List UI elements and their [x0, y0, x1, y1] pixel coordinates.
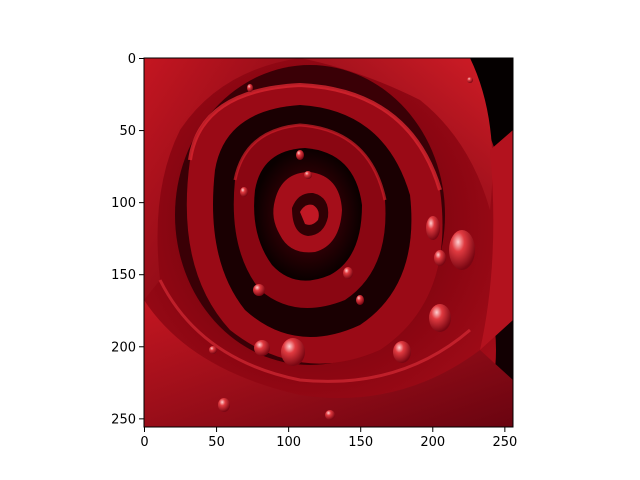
- x-tick-label: 50: [208, 435, 225, 450]
- x-tick-label: 250: [492, 435, 517, 450]
- x-axis: 0 50 100 150 200 250: [140, 427, 517, 450]
- rose-image: [144, 58, 513, 427]
- x-tick-label: 200: [420, 435, 445, 450]
- y-tick-label: 0: [128, 52, 136, 67]
- x-tick-label: 150: [348, 435, 373, 450]
- y-axis: 0 50 100 150 200 250: [111, 52, 144, 427]
- x-tick-label: 0: [140, 435, 148, 450]
- x-tick-label: 100: [276, 435, 301, 450]
- y-tick-label: 250: [111, 412, 136, 427]
- y-tick-label: 150: [111, 268, 136, 283]
- water-droplets: [209, 77, 475, 420]
- axes-frame: [143, 57, 514, 428]
- y-tick-label: 200: [111, 340, 136, 355]
- y-tick-label: 50: [119, 124, 136, 139]
- y-tick-label: 100: [111, 196, 136, 211]
